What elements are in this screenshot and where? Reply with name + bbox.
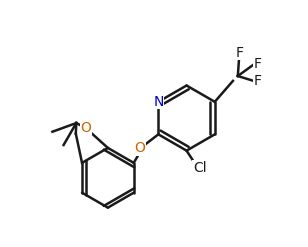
Text: N: N (153, 95, 164, 109)
Text: O: O (80, 121, 91, 135)
Text: Cl: Cl (193, 161, 206, 175)
Text: F: F (253, 57, 261, 71)
Text: F: F (253, 74, 261, 88)
Text: F: F (236, 46, 244, 60)
Text: O: O (135, 142, 145, 155)
